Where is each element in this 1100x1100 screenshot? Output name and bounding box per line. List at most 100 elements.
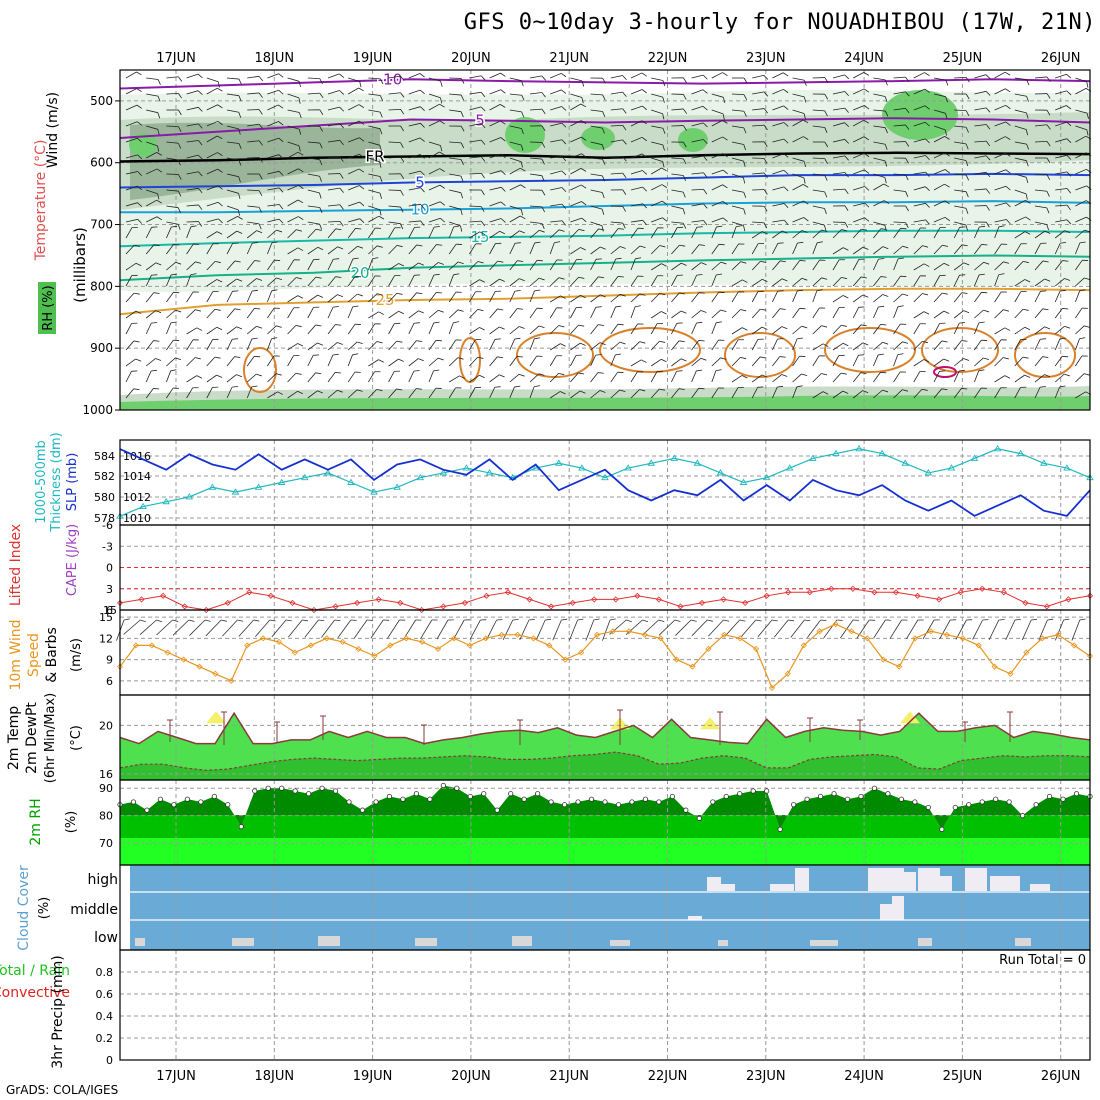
wind-barb — [469, 327, 485, 335]
chart-title: GFS 0~10day 3-hourly for NOUADHIBOU (17W… — [463, 10, 1096, 35]
wind-barb — [671, 292, 686, 303]
wind10-barb — [403, 619, 422, 639]
wind-barb — [408, 274, 421, 287]
wind-barb — [570, 390, 586, 399]
wind-barb — [448, 321, 460, 335]
wind-barb — [711, 109, 725, 120]
cloud-high-mid-bar — [880, 904, 892, 920]
wind-barb — [691, 310, 707, 319]
wind-barb — [469, 231, 486, 239]
wind-barb — [772, 308, 786, 319]
wind-barb — [994, 121, 1011, 127]
wind-barb — [469, 220, 486, 227]
wind-barb — [489, 218, 506, 223]
rh2m-marker — [157, 796, 164, 802]
wind-barb — [953, 226, 966, 239]
lifted-index-marker — [914, 592, 921, 599]
wind-barb — [146, 152, 162, 159]
wind-barb — [529, 75, 546, 81]
wind10-barb — [691, 619, 713, 637]
wind-barb — [974, 221, 990, 228]
wind-barb — [327, 353, 339, 367]
rh2m-marker — [791, 802, 797, 808]
wind-barb — [327, 90, 345, 95]
lifted-index-marker — [763, 592, 770, 599]
wind-barb — [388, 156, 405, 163]
wind-barb — [893, 221, 909, 228]
wind-barb — [974, 387, 987, 399]
wind-barb — [1075, 277, 1091, 287]
run-total-label: Run Total = 0 — [999, 953, 1086, 968]
wind-barb — [166, 92, 182, 99]
rh2m-marker — [359, 807, 366, 813]
wind-barb — [954, 157, 969, 167]
wind-barb — [610, 341, 626, 351]
wind-barb — [650, 227, 664, 239]
wind-barb — [449, 157, 464, 165]
rh2m-marker — [373, 799, 379, 805]
isotherm-line — [119, 287, 1091, 316]
wind-barb — [893, 257, 904, 271]
precip-tick-label: 0.8 — [96, 966, 114, 979]
wind10-barb — [189, 619, 211, 636]
wind-barb — [489, 356, 504, 367]
wind-barb — [347, 371, 361, 383]
wind-barb — [570, 342, 586, 351]
wind-barb — [812, 355, 825, 367]
wind-barb — [954, 109, 970, 116]
label-6hr-minmax: (6hr Min/Max) — [43, 693, 58, 783]
wind-barb — [832, 247, 849, 255]
wind-barb — [186, 261, 202, 271]
wind-barb — [650, 263, 667, 271]
wind-barb — [246, 337, 258, 351]
wind-barb — [166, 273, 177, 287]
wind-barb — [368, 157, 382, 168]
wind-barb — [974, 261, 990, 271]
wind-barb — [650, 292, 666, 303]
wind-barb — [348, 87, 364, 95]
lifted-index-marker — [289, 599, 296, 606]
rh2m-marker — [332, 788, 339, 794]
wind-barb — [186, 90, 203, 95]
wind-barb — [832, 122, 850, 127]
lifted-index-marker — [655, 596, 662, 603]
wind10-marker — [148, 642, 155, 649]
wind-barb — [994, 71, 1011, 79]
wind-barb — [368, 227, 381, 239]
lifted-index-marker — [677, 603, 684, 610]
wind-barb — [792, 109, 806, 120]
temp-tick-label: 16 — [99, 768, 113, 781]
wind-barb — [933, 200, 950, 207]
wind-barb — [206, 386, 219, 399]
wind-barb — [650, 370, 663, 383]
rh2m-marker — [737, 791, 743, 797]
wind10-marker — [132, 642, 139, 649]
wind-barb — [772, 72, 789, 79]
wind-barb — [1014, 260, 1029, 271]
wind-barb — [428, 120, 445, 127]
wind-barb — [206, 338, 219, 351]
wind-barb — [590, 141, 605, 151]
wind-barb — [731, 261, 747, 271]
wind-barb — [408, 340, 423, 351]
lifted-index-marker — [698, 599, 706, 606]
wind-barb — [1034, 242, 1047, 255]
rh2m-marker — [319, 785, 325, 791]
wind-barb — [751, 260, 767, 271]
wind-barb — [146, 93, 161, 102]
wind-barb — [953, 358, 970, 367]
wind-barb — [186, 375, 203, 383]
wind-barb — [832, 91, 850, 97]
wind-barb — [671, 189, 686, 198]
wind-barb — [469, 156, 486, 162]
wind-barb — [913, 155, 930, 161]
wind-barb — [287, 216, 304, 223]
wind-barb — [206, 291, 219, 303]
wind-barb — [529, 125, 546, 131]
wind-barb — [327, 204, 344, 210]
wind-barb — [974, 273, 985, 287]
wind-barb — [368, 257, 379, 271]
wind-tick-label: 6 — [106, 675, 113, 688]
wind-barb — [954, 205, 969, 214]
wind-barb — [125, 71, 142, 79]
